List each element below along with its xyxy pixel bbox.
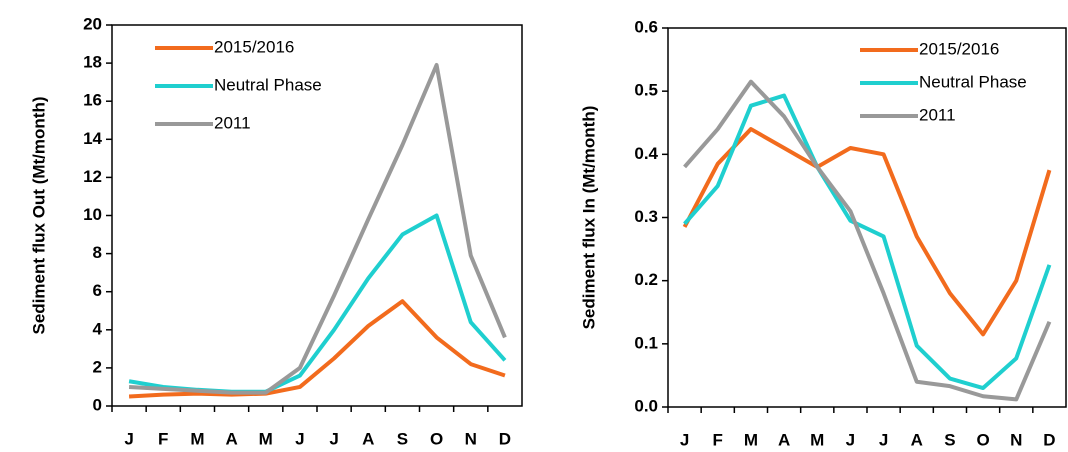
x-tick-label: A: [778, 430, 790, 449]
legend-label: Neutral Phase: [214, 75, 322, 94]
legend-label: 2015/2016: [214, 37, 294, 56]
legend-label: 2015/2016: [919, 39, 999, 58]
x-tick-label: J: [680, 430, 689, 449]
y-tick-label: 6: [93, 281, 102, 300]
y-tick-label: 10: [83, 205, 102, 224]
y-tick-label: 0.4: [634, 144, 658, 163]
legend-label: 2011: [919, 105, 956, 124]
y-tick-label: 16: [83, 91, 102, 110]
legend-label: 2011: [214, 113, 251, 132]
x-tick-label: O: [430, 429, 443, 448]
x-tick-label: F: [713, 430, 723, 449]
y-tick-label: 0.5: [634, 81, 658, 100]
series-line: [683, 79, 1052, 402]
x-tick-label: A: [362, 429, 374, 448]
x-tick-label: N: [465, 429, 477, 448]
x-tick-label: D: [1043, 430, 1055, 449]
y-tick-label: 0.1: [634, 333, 658, 352]
x-tick-label: J: [329, 429, 338, 448]
x-tick-label: J: [846, 430, 855, 449]
y-tick-label: 0.2: [634, 270, 658, 289]
x-tick-label: D: [499, 429, 511, 448]
y-tick-label: 18: [83, 53, 102, 72]
y-axis-label: Sediment flux In (Mt/month): [579, 106, 598, 330]
x-tick-label: N: [1010, 430, 1022, 449]
series-line: [128, 299, 506, 399]
y-tick-label: 0.6: [634, 17, 658, 36]
x-tick-label: F: [158, 429, 168, 448]
series-line: [128, 213, 507, 394]
x-tick-label: M: [190, 429, 204, 448]
y-tick-label: 2: [93, 357, 102, 376]
x-tick-label: J: [295, 429, 304, 448]
x-tick-label: M: [259, 429, 273, 448]
y-tick-label: 8: [93, 243, 102, 262]
x-tick-label: O: [976, 430, 989, 449]
y-tick-label: 14: [83, 129, 102, 148]
series-line: [683, 93, 1052, 391]
y-tick-label: 0: [93, 395, 102, 414]
y-tick-label: 20: [83, 14, 102, 33]
x-tick-label: S: [397, 429, 408, 448]
x-tick-label: A: [225, 429, 237, 448]
y-tick-label: 0.3: [634, 207, 658, 226]
series-line: [128, 63, 507, 395]
y-axis-label: Sediment flux Out (Mt/month): [29, 97, 48, 335]
x-tick-label: S: [944, 430, 955, 449]
x-tick-label: J: [124, 429, 133, 448]
y-tick-label: 4: [93, 319, 103, 338]
x-tick-label: M: [810, 430, 824, 449]
legend-label: Neutral Phase: [919, 72, 1027, 91]
x-tick-label: A: [911, 430, 923, 449]
series-line: [682, 127, 1052, 337]
y-tick-label: 0.0: [634, 396, 658, 415]
y-tick-label: 12: [83, 167, 102, 186]
x-tick-label: J: [879, 430, 888, 449]
x-tick-label: M: [744, 430, 758, 449]
